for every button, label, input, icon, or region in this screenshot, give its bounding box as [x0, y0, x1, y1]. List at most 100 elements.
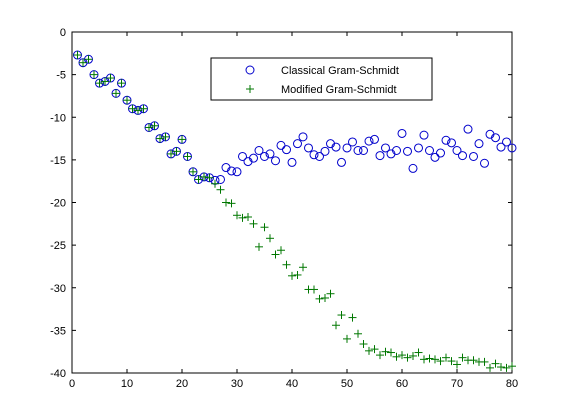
data-point-plus — [194, 175, 203, 184]
y-tick-label: -35 — [50, 325, 66, 337]
data-point-plus — [431, 355, 439, 364]
data-point-plus — [414, 348, 423, 357]
data-point-circle — [502, 137, 511, 147]
data-point-circle — [370, 134, 379, 144]
data-point-circle — [480, 158, 489, 168]
data-point-circle — [414, 143, 423, 153]
x-tick-label: 60 — [396, 378, 408, 390]
data-point-plus — [101, 77, 109, 86]
data-point-plus — [458, 353, 467, 362]
data-point-circle — [441, 135, 451, 145]
data-point-circle — [227, 166, 236, 176]
data-point-plus — [491, 359, 500, 368]
data-point-circle — [337, 157, 346, 167]
data-point-plus — [134, 106, 142, 115]
data-point-plus — [343, 334, 351, 343]
data-point-circle — [287, 157, 297, 167]
data-point-plus — [117, 79, 126, 88]
data-point-circle — [309, 150, 319, 160]
data-point-circle — [458, 151, 467, 161]
data-point-circle — [249, 153, 258, 163]
data-point-circle — [403, 146, 412, 156]
y-tick-label: -15 — [50, 155, 66, 167]
y-tick-label: -10 — [50, 112, 66, 124]
data-point-circle — [315, 151, 324, 161]
data-point-plus — [271, 250, 280, 259]
data-point-plus — [453, 360, 461, 369]
data-point-circle — [254, 145, 264, 155]
data-point-plus — [409, 351, 417, 360]
data-point-plus — [486, 363, 494, 372]
x-tick-label: 50 — [341, 378, 353, 390]
y-axis: 0 -5 -10 -15 -20 -25 -30 -35 -40 — [50, 27, 512, 380]
data-point-plus — [238, 213, 247, 222]
y-tick-label: -30 — [50, 283, 66, 295]
data-point-circle — [474, 139, 484, 149]
data-point-circle — [320, 146, 330, 156]
data-point-plus — [288, 271, 296, 280]
y-tick-label: -25 — [50, 240, 66, 252]
data-point-plus — [189, 167, 197, 176]
data-point-plus — [139, 104, 148, 113]
data-point-plus — [508, 362, 516, 371]
data-point-circle — [265, 149, 275, 159]
legend-marker-modified — [246, 85, 254, 93]
data-point-plus — [200, 172, 208, 181]
data-point-plus — [387, 348, 395, 357]
data-point-plus — [84, 55, 93, 64]
data-point-circle — [348, 137, 357, 147]
legend-label-modified: Modified Gram-Schmidt — [281, 84, 397, 96]
data-point-plus — [436, 357, 445, 366]
series-modified-gram-schmidt — [73, 51, 516, 372]
data-point-plus — [293, 270, 302, 279]
data-point-circle — [507, 143, 517, 153]
data-point-plus — [277, 246, 285, 255]
data-point-circle — [452, 145, 462, 155]
data-point-plus — [376, 351, 384, 360]
data-point-plus — [497, 363, 505, 372]
data-point-circle — [408, 163, 418, 173]
x-tick-label: 0 — [69, 378, 75, 390]
data-point-plus — [106, 74, 115, 83]
x-tick-label: 10 — [121, 378, 133, 390]
data-point-circle — [293, 139, 302, 149]
data-point-circle — [298, 132, 308, 142]
data-point-circle — [375, 151, 385, 161]
data-point-plus — [244, 212, 252, 221]
data-point-circle — [397, 128, 407, 138]
data-point-circle — [392, 145, 401, 155]
y-tick-label: -5 — [56, 70, 66, 82]
legend-box — [210, 57, 433, 101]
y-tick-label: -20 — [50, 198, 66, 210]
data-point-circle — [238, 151, 247, 161]
data-point-plus — [183, 152, 192, 161]
x-tick-label: 40 — [286, 378, 298, 390]
data-point-plus — [332, 321, 340, 330]
data-point-plus — [178, 135, 186, 144]
data-point-plus — [403, 353, 412, 362]
data-point-circle — [463, 124, 473, 134]
data-point-circle — [359, 145, 368, 155]
data-point-plus — [398, 351, 406, 360]
data-point-plus — [502, 363, 511, 372]
data-point-circle — [430, 152, 440, 162]
data-point-plus — [161, 132, 170, 141]
data-point-plus — [112, 89, 120, 98]
data-point-plus — [420, 355, 428, 364]
data-point-plus — [326, 289, 335, 298]
data-point-plus — [315, 294, 324, 303]
data-point-circle — [304, 143, 313, 153]
data-point-circle — [232, 167, 242, 177]
data-point-circle — [364, 136, 374, 146]
data-point-plus — [321, 293, 329, 302]
data-point-circle — [260, 151, 269, 161]
data-point-plus — [266, 234, 274, 243]
data-point-plus — [227, 199, 236, 208]
data-point-circle — [491, 133, 500, 143]
data-point-plus — [145, 123, 153, 132]
data-point-circle — [216, 174, 225, 184]
data-point-circle — [436, 148, 445, 158]
data-point-circle — [469, 151, 478, 161]
data-point-plus — [205, 173, 214, 182]
data-point-plus — [260, 223, 269, 232]
